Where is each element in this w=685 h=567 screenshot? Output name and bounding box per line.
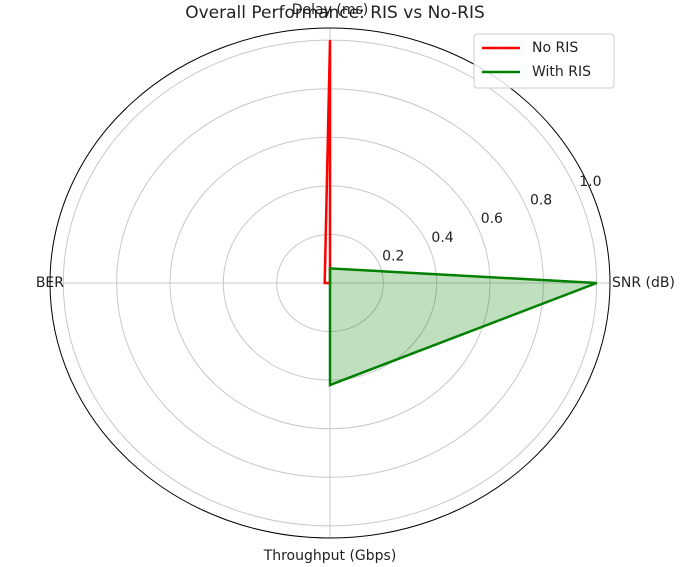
category-label: Delay (ms) <box>292 2 368 18</box>
r-tick-label: 0.6 <box>481 211 503 227</box>
chart-title: Overall Performance: RIS vs No-RIS <box>185 3 485 23</box>
series-line <box>323 40 332 285</box>
legend: No RIS With RIS <box>473 33 615 89</box>
series-line <box>328 267 598 387</box>
category-label: Throughput (Gbps) <box>263 548 397 564</box>
series-area <box>330 268 597 385</box>
polar-frame <box>49 27 611 539</box>
legend-label: No RIS <box>532 40 578 56</box>
r-tick-label: 0.2 <box>382 248 404 264</box>
category-label: SNR (dB) <box>612 275 675 291</box>
r-tick-label: 1.0 <box>579 174 601 190</box>
r-tick-label: 0.8 <box>530 193 552 209</box>
r-tick-label: 0.4 <box>431 230 453 246</box>
legend-label: With RIS <box>532 64 591 80</box>
